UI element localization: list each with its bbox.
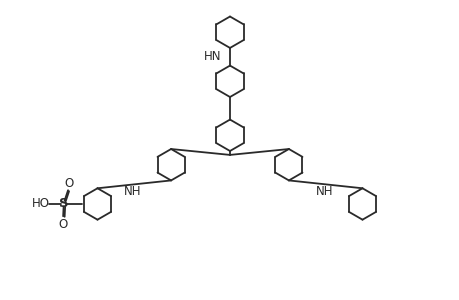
Text: O: O <box>58 218 67 231</box>
Text: S: S <box>59 197 69 211</box>
Text: HN: HN <box>203 50 221 63</box>
Text: HO: HO <box>31 197 49 211</box>
Text: NH: NH <box>315 185 332 198</box>
Text: O: O <box>64 177 73 190</box>
Text: NH: NH <box>124 185 141 198</box>
